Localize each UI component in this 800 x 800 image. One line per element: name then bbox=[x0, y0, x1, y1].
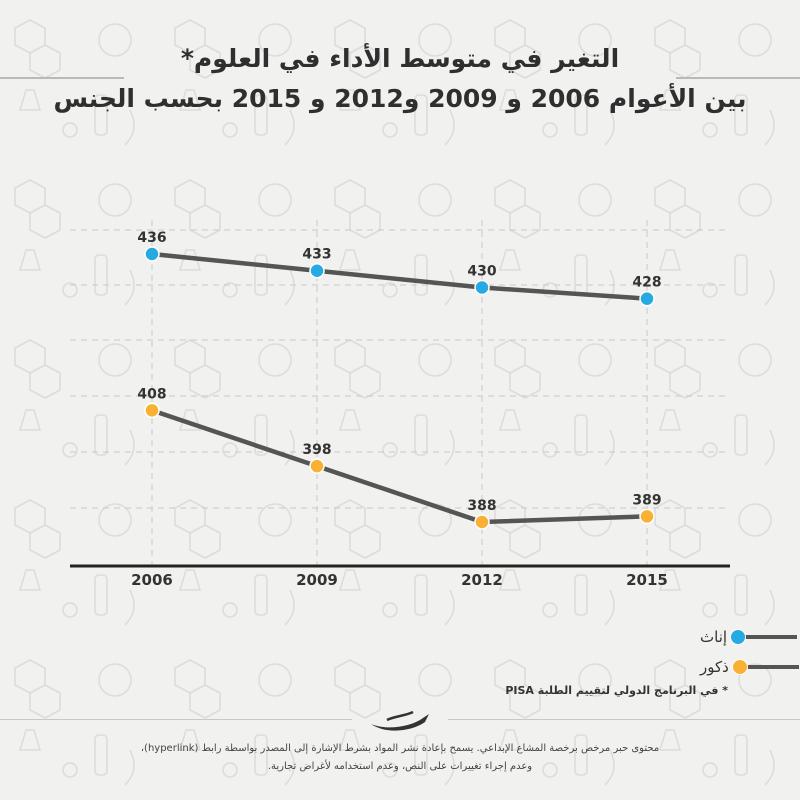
legend-dot-female bbox=[730, 629, 747, 645]
data-point bbox=[639, 508, 655, 525]
x-tick-label: 2015 bbox=[626, 571, 668, 589]
data-point bbox=[144, 402, 160, 419]
license-credit-line1: محتوى حبر مرخص برخصة المشاع الإبداعي. يس… bbox=[140, 743, 660, 754]
data-label: 433 bbox=[302, 247, 331, 263]
x-tick-label: 2012 bbox=[461, 571, 503, 589]
data-label: 398 bbox=[302, 442, 331, 458]
data-point bbox=[144, 246, 160, 262]
license-credit-line2: وعدم إجراء تغييرات على النص، وعدم استخدا… bbox=[267, 761, 533, 772]
license-credit: محتوى حبر مرخص برخصة المشاع الإبداعي. يس… bbox=[100, 740, 700, 776]
legend-label-female: إناث bbox=[700, 628, 728, 646]
chart-subtitle: بين الأعوام 2006 و 2009 و2012 و 2015 بحس… bbox=[53, 84, 747, 113]
data-label: 408 bbox=[137, 386, 166, 402]
title-divider-right bbox=[676, 77, 800, 79]
footnote: * في البرنامج الدولي لتقييم الطلبة PISA bbox=[505, 684, 728, 697]
data-point bbox=[309, 458, 325, 474]
x-tick-label: 2006 bbox=[131, 571, 173, 589]
data-label: 388 bbox=[467, 498, 496, 514]
legend-dot-male bbox=[731, 659, 748, 675]
x-tick-label: 2009 bbox=[296, 571, 338, 589]
footer-divider-left bbox=[0, 719, 352, 720]
hibr-logo-icon bbox=[371, 710, 429, 731]
data-point bbox=[309, 262, 325, 279]
footer-divider-right bbox=[448, 719, 800, 720]
data-label: 428 bbox=[632, 275, 661, 291]
data-label: 436 bbox=[137, 230, 166, 246]
data-point bbox=[639, 290, 655, 307]
legend-swatch-male bbox=[731, 659, 799, 675]
legend-item-male: ذكور bbox=[700, 658, 799, 676]
legend-item-female: إناث bbox=[700, 628, 798, 646]
series-line-male bbox=[151, 408, 648, 525]
data-label: 430 bbox=[467, 263, 496, 279]
legend-label-male: ذكور bbox=[700, 658, 729, 676]
series-line-female bbox=[151, 251, 648, 301]
data-point bbox=[474, 279, 490, 296]
title-divider-left bbox=[0, 77, 124, 79]
data-point bbox=[474, 514, 490, 530]
chart-title: التغير في متوسط الأداء في العلوم* bbox=[180, 44, 620, 73]
data-label: 389 bbox=[632, 492, 661, 508]
legend-swatch-female bbox=[730, 629, 798, 645]
